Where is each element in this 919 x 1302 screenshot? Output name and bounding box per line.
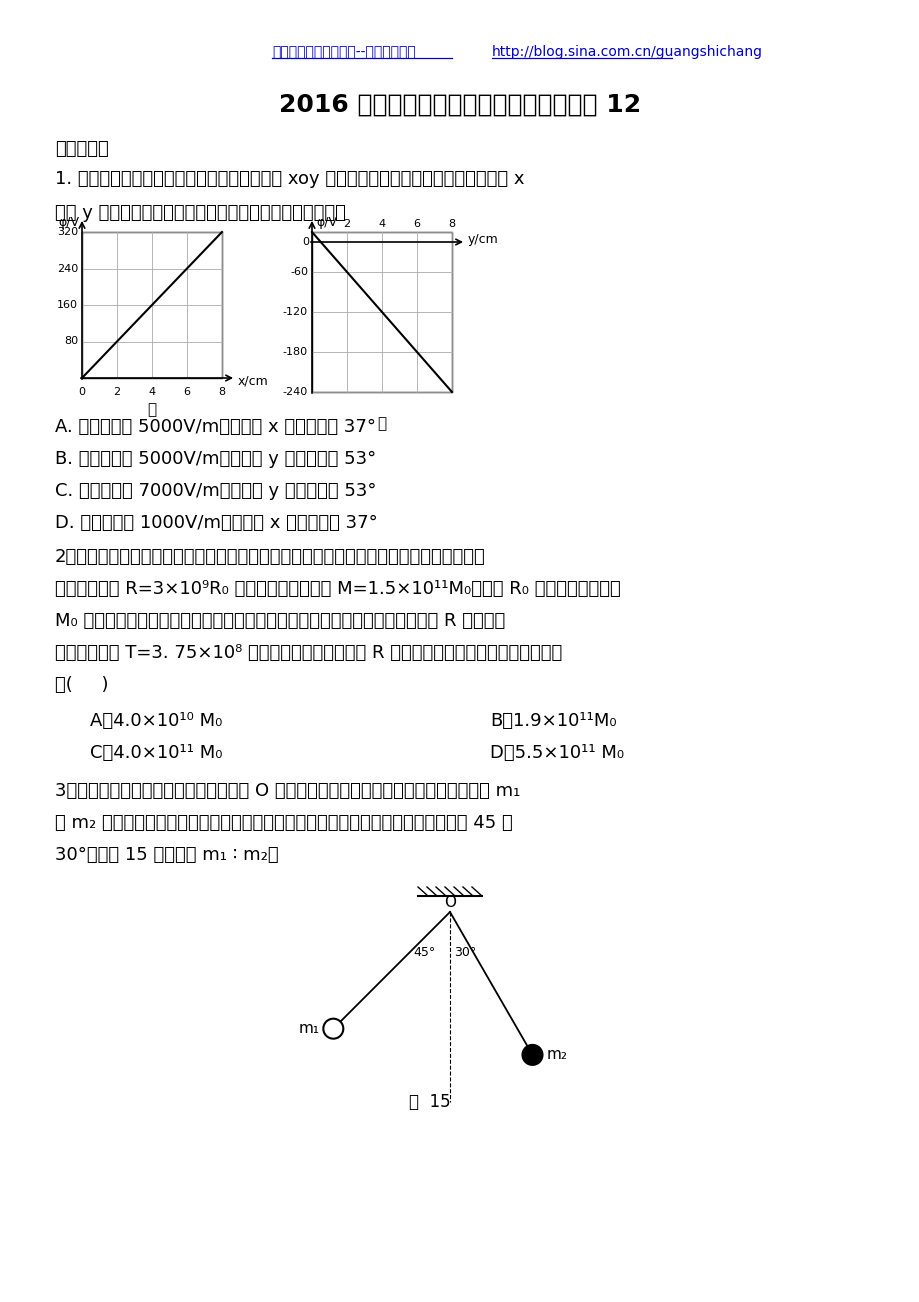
Circle shape	[522, 1046, 542, 1065]
Text: 河系中心距离 R=3×10⁹R₀ 的范围内聚集的质量 M=1.5×10¹¹M₀，其中 R₀ 是地球轨道半径，: 河系中心距离 R=3×10⁹R₀ 的范围内聚集的质量 M=1.5×10¹¹M₀，…	[55, 579, 620, 598]
Text: 0: 0	[301, 237, 309, 247]
Text: D、5.5×10¹¹ M₀: D、5.5×10¹¹ M₀	[490, 743, 623, 762]
Text: B、1.9×10¹¹M₀: B、1.9×10¹¹M₀	[490, 712, 616, 730]
Text: m₁: m₁	[298, 1021, 319, 1036]
Text: x/cm: x/cm	[238, 375, 268, 388]
Text: 3、两根等长的细线，一端拴在同一悬点 O 上，另一端各系一个小球，两球的质量分别为 m₁: 3、两根等长的细线，一端拴在同一悬点 O 上，另一端各系一个小球，两球的质量分别…	[55, 783, 520, 799]
Text: 乙: 乙	[377, 417, 386, 431]
Text: 240: 240	[57, 263, 78, 273]
Text: http://blog.sina.com.cn/guangshichang: http://blog.sina.com.cn/guangshichang	[492, 46, 762, 59]
Text: 8: 8	[448, 219, 455, 229]
Text: 2、采用不同的方法来估算银河系的质量，会得出不同的结果。例如按照目侧估算，在离根: 2、采用不同的方法来估算银河系的质量，会得出不同的结果。例如按照目侧估算，在离根	[55, 548, 485, 566]
Text: 轴和 y 轴上各点电势的分布分别如图甲和乙所示。据图可知: 轴和 y 轴上各点电势的分布分别如图甲和乙所示。据图可知	[55, 204, 346, 223]
Text: 6: 6	[183, 387, 190, 397]
Text: -120: -120	[282, 307, 308, 316]
Text: 2016 高校自主招生物理模拟试题精编训练 12: 2016 高校自主招生物理模拟试题精编训练 12	[278, 92, 641, 117]
Text: A. 场强大小为 5000V/m，方向与 x 轴正方向成 37°: A. 场强大小为 5000V/m，方向与 x 轴正方向成 37°	[55, 418, 376, 436]
Text: A、4.0×10¹⁰ M₀: A、4.0×10¹⁰ M₀	[90, 712, 222, 730]
Text: B. 场强大小为 5000V/m，方向与 y 轴正方向成 53°: B. 场强大小为 5000V/m，方向与 y 轴正方向成 53°	[55, 450, 376, 467]
Text: 4: 4	[148, 387, 155, 397]
Text: 320: 320	[57, 227, 78, 237]
Text: 160: 160	[57, 299, 78, 310]
Text: O: O	[444, 894, 456, 910]
Text: φ/V: φ/V	[315, 216, 336, 229]
Text: M₀ 是太阳质量。假设银河系的质量聚集在中心，如果观测到离银河系中心距离 R 处的一颗: M₀ 是太阳质量。假设银河系的质量聚集在中心，如果观测到离银河系中心距离 R 处…	[55, 612, 505, 630]
Text: 甲: 甲	[147, 402, 156, 417]
Text: 恒星的周期为 T=3. 75×10⁸ 年，那么银河系中半径为 R 的球体内部未被发现的天体的质量约: 恒星的周期为 T=3. 75×10⁸ 年，那么银河系中半径为 R 的球体内部未被…	[55, 644, 562, 661]
Text: -240: -240	[282, 387, 308, 397]
Text: 4: 4	[378, 219, 385, 229]
Text: 8: 8	[218, 387, 225, 397]
Text: -180: -180	[282, 348, 308, 357]
Text: 30°，如图 15 所示。则 m₁ ∶ m₂为: 30°，如图 15 所示。则 m₁ ∶ m₂为	[55, 846, 278, 865]
Text: 0: 0	[78, 387, 85, 397]
Text: 2: 2	[113, 387, 120, 397]
Text: 为(     ): 为( )	[55, 676, 108, 694]
Text: C、4.0×10¹¹ M₀: C、4.0×10¹¹ M₀	[90, 743, 222, 762]
Text: m₂: m₂	[546, 1047, 567, 1062]
Text: 图  15: 图 15	[409, 1092, 450, 1111]
Text: 1. 在空间某区域内有一场强方向与直角坐标系 xoy 平面平行的匀强电场，已知该坐标系的 x: 1. 在空间某区域内有一场强方向与直角坐标系 xoy 平面平行的匀强电场，已知该…	[55, 171, 524, 187]
Text: 45°: 45°	[414, 947, 436, 960]
Text: 高中物理资源下载平台--光世昌的博客: 高中物理资源下载平台--光世昌的博客	[272, 46, 415, 59]
Text: 6: 6	[413, 219, 420, 229]
Text: 30°: 30°	[453, 947, 476, 960]
Text: φ/V: φ/V	[58, 216, 79, 229]
Text: C. 场强大小为 7000V/m，方向与 y 轴正方向成 53°: C. 场强大小为 7000V/m，方向与 y 轴正方向成 53°	[55, 482, 376, 500]
Text: 和 m₂ ，已知两球间存在大小相等、方向相反的斥力而使两线张开一定角度，分别为 45 和: 和 m₂ ，已知两球间存在大小相等、方向相反的斥力而使两线张开一定角度，分别为 …	[55, 814, 512, 832]
Circle shape	[323, 1018, 343, 1039]
Text: -60: -60	[289, 267, 308, 277]
Text: 80: 80	[63, 336, 78, 346]
Text: D. 场强大小为 1000V/m，方向与 x 轴正方向成 37°: D. 场强大小为 1000V/m，方向与 x 轴正方向成 37°	[55, 514, 378, 533]
Text: y/cm: y/cm	[468, 233, 498, 246]
Text: 2: 2	[343, 219, 350, 229]
Text: 一．选择题: 一．选择题	[55, 141, 108, 158]
